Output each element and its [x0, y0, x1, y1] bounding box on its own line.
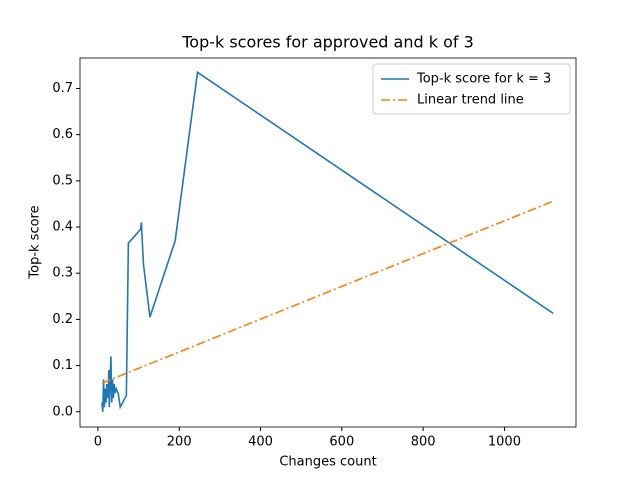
- series-line: [101, 200, 554, 384]
- legend-label: Top-k score for k = 3: [416, 72, 551, 87]
- x-tick-label: 0: [94, 435, 102, 450]
- y-tick-label: 0.0: [52, 404, 73, 419]
- series-line: [101, 70, 554, 412]
- x-tick-label: 1000: [488, 435, 521, 450]
- x-tick-label: 600: [329, 435, 354, 450]
- y-tick-label: 0.7: [52, 81, 73, 96]
- y-tick-label: 0.6: [52, 127, 73, 142]
- x-tick-label: 800: [411, 435, 436, 450]
- y-tick-label: 0.3: [52, 266, 73, 281]
- x-tick-label: 200: [167, 435, 192, 450]
- legend-label: Linear trend line: [417, 93, 524, 108]
- y-tick-label: 0.4: [52, 220, 73, 235]
- y-tick-label: 0.5: [52, 173, 73, 188]
- chart-title: Top-k scores for approved and k of 3: [181, 33, 474, 52]
- y-tick-label: 0.2: [52, 312, 73, 327]
- y-tick-label: 0.1: [52, 358, 73, 373]
- plot-frame: [79, 57, 577, 428]
- y-axis-label: Top-k score: [28, 205, 43, 279]
- x-axis-label: Changes count: [279, 455, 376, 470]
- legend-box: [372, 63, 571, 115]
- x-tick-label: 400: [248, 435, 273, 450]
